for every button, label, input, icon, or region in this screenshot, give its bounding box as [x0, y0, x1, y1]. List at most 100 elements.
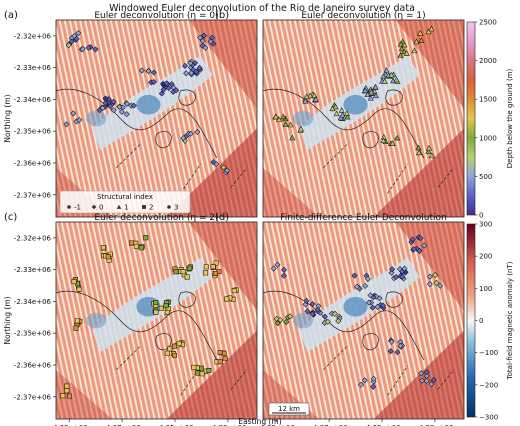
x-tick-label: -4.39e+06 — [258, 424, 296, 426]
solution-marker — [389, 266, 396, 273]
solution-marker — [281, 266, 287, 273]
y-tick-label: -2.37e+06 — [14, 191, 52, 199]
solution-marker — [321, 313, 328, 320]
solution-marker — [303, 93, 310, 100]
anomaly-high-se — [166, 128, 257, 217]
solution-marker — [270, 265, 277, 272]
colorbar-label: Depth below the ground (m) — [506, 69, 514, 169]
legend-marker — [91, 204, 97, 210]
solution-marker — [187, 130, 194, 137]
legend-title: Structural index — [97, 193, 153, 201]
solution-marker — [428, 152, 435, 159]
y-tick-label: -2.34e+06 — [14, 96, 52, 104]
solution-marker — [416, 149, 423, 156]
panel-title: Euler deconvolution (η = 2) — [94, 213, 218, 223]
solution-marker — [358, 381, 365, 388]
solution-marker — [213, 260, 219, 266]
coastline — [263, 88, 425, 159]
solution-marker — [212, 270, 218, 276]
solution-marker — [199, 37, 206, 44]
solution-marker — [206, 368, 212, 374]
coastline — [56, 290, 218, 361]
solution-marker — [361, 377, 368, 384]
dashed-faults — [116, 143, 248, 194]
solution-marker — [183, 70, 190, 77]
solution-marker — [362, 87, 369, 94]
solution-marker — [118, 108, 125, 115]
x-tick-label: -4.35e+06 — [156, 424, 194, 426]
solution-marker — [76, 117, 83, 124]
panel-letter: (b) — [215, 10, 229, 21]
panel-map — [56, 20, 257, 217]
lagoon-outline — [385, 89, 403, 106]
solution-marker — [180, 135, 187, 142]
panel-map — [56, 222, 257, 419]
solution-marker — [425, 28, 432, 35]
solution-marker — [393, 273, 400, 280]
anomaly-high-sw — [56, 369, 113, 419]
solution-marker — [222, 355, 228, 361]
solution-marker — [210, 264, 216, 270]
solution-marker — [123, 111, 130, 118]
island-outline — [155, 333, 172, 351]
solution-marker — [311, 92, 318, 98]
coastline — [263, 290, 425, 361]
solution-marker — [76, 286, 82, 292]
solution-marker — [370, 294, 377, 301]
solution-marker — [280, 272, 287, 279]
legend-label: 2 — [149, 204, 153, 212]
colorbar-tick-label: −100 — [479, 349, 498, 357]
panel-frame — [262, 221, 465, 420]
colorbar-tick-label: 1000 — [479, 134, 497, 142]
solution-marker — [399, 268, 406, 275]
solution-marker — [383, 67, 390, 73]
x-tick-label: -4.33e+06 — [416, 424, 454, 426]
solution-marker — [201, 32, 208, 39]
lagoon-outline — [178, 89, 196, 106]
solution-marker — [63, 121, 70, 128]
solution-marker — [426, 273, 433, 280]
y-tick-label: -2.36e+06 — [14, 159, 52, 167]
solution-marker — [423, 377, 430, 384]
solution-marker — [70, 110, 77, 117]
solution-marker — [397, 52, 404, 58]
solution-marker — [369, 304, 376, 311]
solution-marker — [399, 273, 406, 280]
solution-marker — [307, 92, 314, 99]
scalebar-box — [268, 402, 310, 416]
solution-marker — [66, 393, 72, 399]
anomaly-high-se — [373, 128, 464, 217]
solution-marker — [145, 68, 152, 75]
solution-marker — [172, 352, 178, 358]
solution-marker — [220, 164, 227, 171]
solution-marker — [73, 325, 79, 331]
anomaly-high-se — [373, 330, 464, 419]
solution-marker — [187, 60, 194, 67]
solution-marker — [312, 96, 319, 102]
solution-marker — [188, 70, 195, 77]
solution-marker — [432, 272, 439, 278]
panel-frame — [55, 221, 258, 420]
solution-marker — [150, 69, 157, 76]
solution-marker — [413, 38, 420, 45]
solution-marker — [105, 254, 111, 260]
y-tick-label: -2.36e+06 — [14, 361, 52, 369]
solution-marker — [351, 272, 358, 279]
solution-marker — [73, 35, 80, 42]
solution-marker — [172, 343, 178, 349]
solution-marker — [176, 340, 182, 346]
solution-marker — [419, 377, 426, 384]
x-tick-label: -4.33e+06 — [209, 424, 247, 426]
y-axis-label: Northing (m) — [3, 94, 12, 142]
panel-letter: (c) — [4, 212, 17, 223]
solution-marker — [403, 50, 410, 56]
solution-marker — [433, 279, 440, 286]
solution-marker — [337, 114, 344, 121]
colorbar-tick-label: 100 — [479, 285, 492, 293]
solution-marker — [164, 350, 170, 356]
solution-marker — [364, 275, 371, 282]
solution-marker — [393, 76, 400, 83]
solution-marker — [153, 309, 159, 315]
solution-marker — [309, 301, 316, 307]
